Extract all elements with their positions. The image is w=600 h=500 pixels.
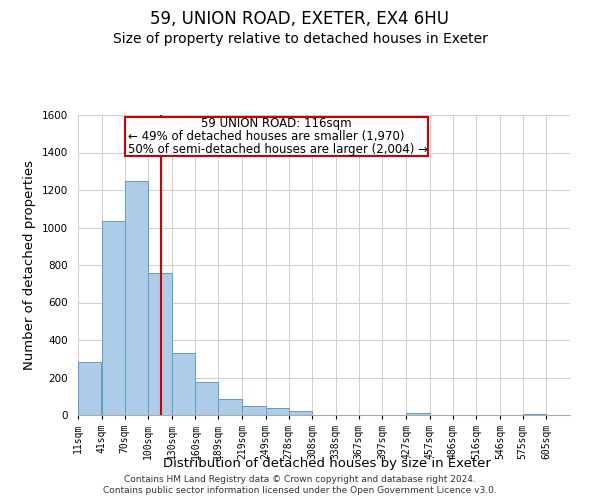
Bar bbox=[125, 180, 148, 415]
Y-axis label: Number of detached properties: Number of detached properties bbox=[23, 160, 37, 370]
Bar bbox=[266, 408, 289, 415]
Text: 59, UNION ROAD, EXETER, EX4 6HU: 59, UNION ROAD, EXETER, EX4 6HU bbox=[151, 10, 449, 28]
Bar bbox=[172, 353, 196, 415]
Bar bbox=[406, 413, 430, 415]
Bar bbox=[101, 221, 125, 415]
Text: Size of property relative to detached houses in Exeter: Size of property relative to detached ho… bbox=[113, 32, 487, 46]
Bar bbox=[218, 399, 242, 415]
Text: Contains HM Land Registry data © Crown copyright and database right 2024.: Contains HM Land Registry data © Crown c… bbox=[124, 475, 476, 484]
Bar bbox=[289, 411, 312, 415]
Text: 50% of semi-detached houses are larger (2,004) →: 50% of semi-detached houses are larger (… bbox=[128, 142, 428, 156]
Bar bbox=[148, 272, 172, 415]
Bar bbox=[125, 117, 428, 156]
Text: Contains public sector information licensed under the Open Government Licence v3: Contains public sector information licen… bbox=[103, 486, 497, 495]
Text: Distribution of detached houses by size in Exeter: Distribution of detached houses by size … bbox=[163, 458, 491, 470]
Text: ← 49% of detached houses are smaller (1,970): ← 49% of detached houses are smaller (1,… bbox=[128, 130, 405, 143]
Bar bbox=[196, 382, 218, 415]
Text: 59 UNION ROAD: 116sqm: 59 UNION ROAD: 116sqm bbox=[201, 118, 352, 130]
Bar bbox=[523, 414, 547, 415]
Bar bbox=[242, 406, 266, 415]
Bar bbox=[78, 362, 101, 415]
